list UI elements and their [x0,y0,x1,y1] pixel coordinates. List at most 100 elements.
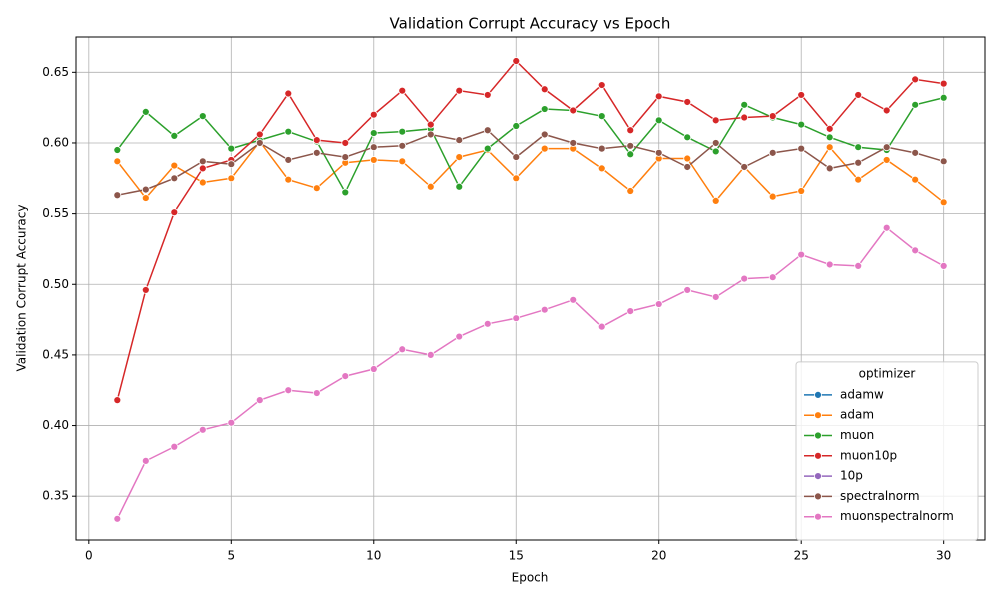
legend-marker [814,411,822,420]
data-point [483,319,492,328]
data-point [198,425,207,434]
series-line [116,59,944,401]
y-tick-label: 0.35 [42,489,69,503]
data-point [597,164,606,173]
data-point [768,192,777,201]
data-point [597,322,606,331]
data-point [825,143,834,152]
data-point [455,182,464,191]
data-point [569,106,578,115]
data-point [626,150,635,159]
series-line [117,129,944,196]
data-point [740,274,749,283]
data-point [911,175,920,184]
data-point [170,174,179,183]
data-point [198,157,207,166]
data-point [369,110,378,119]
data-point [654,148,663,157]
data-point [939,93,948,102]
data-point [854,158,863,167]
legend-box [795,361,979,541]
data-point [198,112,207,121]
data-point [683,154,692,163]
data-point [369,156,378,164]
data-point [711,147,720,156]
data-point [512,314,521,323]
data-point [626,187,635,195]
data-point [597,144,606,153]
data-point [939,157,948,166]
x-tick-label: 20 [651,549,666,563]
data-point [683,286,692,294]
data-point [825,124,834,133]
data-point [512,153,521,161]
data-point [284,127,293,136]
data-point [797,250,806,259]
data-point [540,144,549,153]
data-point [569,139,578,147]
data-point [369,129,378,137]
data-point [170,442,179,451]
data-point [284,175,293,184]
data-point [854,143,863,152]
data-point [512,174,521,183]
x-tick-label: 25 [794,549,809,563]
data-point [540,85,549,94]
legend: optimizer adamw adam muon muon10p 10p spectral… [795,361,979,541]
y-tick-label: 0.55 [42,206,69,220]
data-point [654,300,663,308]
y-tick-label: 0.45 [42,347,69,361]
legend-label: muonspectralnorm [840,509,954,523]
data-point [882,156,891,164]
data-point [882,106,891,115]
data-point [825,133,834,142]
chart-title: Validation Corrupt Accuracy vs Epoch [390,15,671,33]
data-point [711,139,720,147]
data-point [455,86,464,95]
data-point [540,105,549,113]
data-point [227,160,236,169]
data-point [854,91,863,99]
data-point [797,144,806,153]
data-point [113,146,122,154]
data-point [512,122,521,130]
data-point [341,153,350,161]
data-point [227,418,236,427]
legend-marker [814,492,822,501]
data-point [198,164,207,173]
data-point [455,332,464,341]
data-point [113,191,122,200]
data-point [455,136,464,145]
legend-label: muon10p [840,448,897,462]
data-point [882,143,891,152]
data-point [426,351,435,359]
data-point [740,100,749,109]
data-point [768,273,777,282]
data-point [455,153,464,161]
data-point [939,261,948,270]
data-point [854,261,863,270]
data-point [540,305,549,314]
data-point [711,196,720,205]
data-point [141,456,150,465]
data-point [398,86,407,95]
data-point [483,126,492,135]
legend-label: adam [840,408,874,422]
data-point [227,144,236,153]
data-point [740,163,749,171]
legend-label: 10p [840,469,863,483]
data-point [711,293,720,301]
data-point [711,116,720,125]
data-point [797,120,806,129]
data-point [768,112,777,121]
data-point [398,345,407,354]
x-tick-label: 10 [366,549,381,563]
data-point [398,141,407,150]
data-point [426,120,435,129]
data-point [854,175,863,184]
data-point [683,163,692,171]
data-point [141,107,150,116]
data-point [170,132,179,140]
plot-frame [75,36,986,541]
data-point [911,246,920,255]
